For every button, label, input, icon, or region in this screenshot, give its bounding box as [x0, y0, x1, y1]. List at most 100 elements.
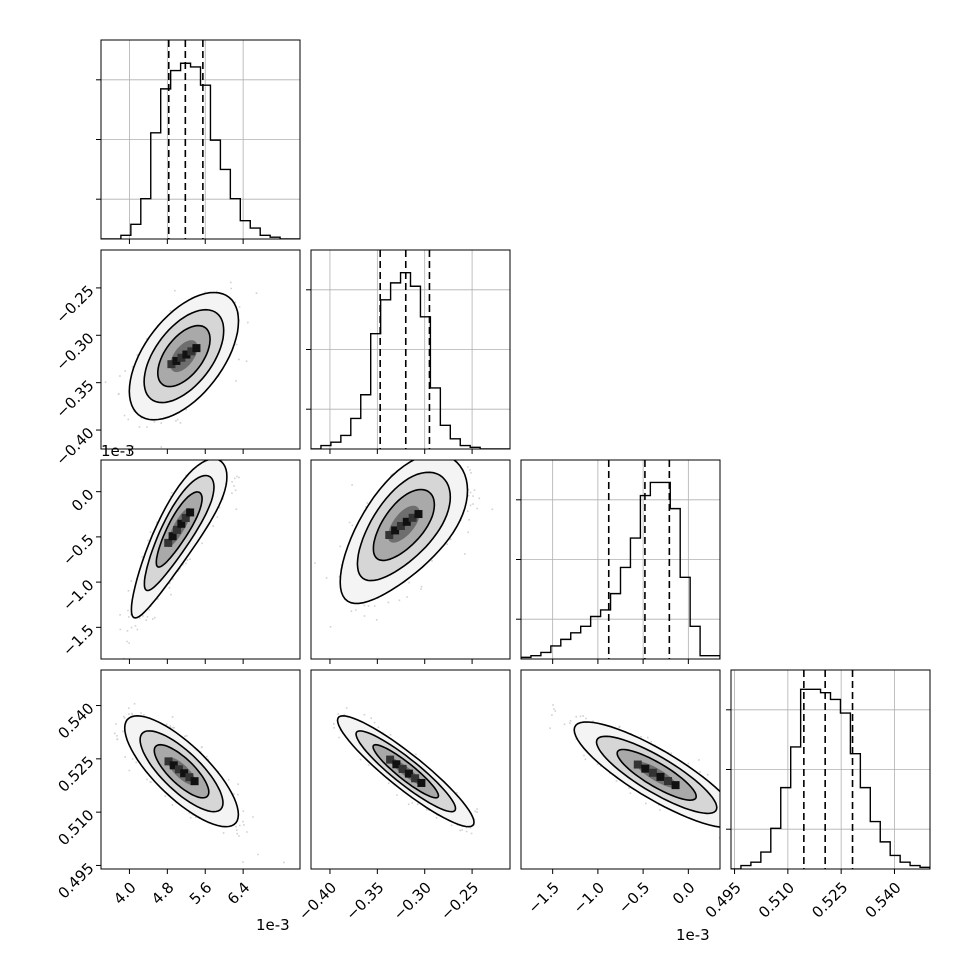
x-tick-label-2: −0.25 [437, 879, 482, 924]
density-frame [100, 459, 301, 660]
x-tick-label-1: 4.8 [148, 879, 178, 909]
x-tick-label-3: −0.5 [615, 879, 653, 917]
y-tick-label-2: −0.30 [52, 329, 97, 374]
density-core [386, 755, 395, 764]
histogram-steps-4 [731, 688, 930, 869]
density-core [167, 360, 176, 369]
density-core [411, 774, 420, 783]
histogram-steps-3 [521, 481, 720, 659]
density-core [391, 526, 400, 535]
density-core [671, 781, 680, 790]
x-tick-label-4: 0.495 [702, 879, 745, 922]
contour-line-1 [130, 460, 228, 619]
density-core [180, 769, 189, 778]
density-core [186, 508, 195, 517]
density-core [385, 531, 394, 540]
x-tick-label-2: −0.40 [295, 879, 340, 924]
x-tick-label-1: 6.4 [224, 879, 254, 909]
x-tick-label-3: −1.5 [524, 879, 562, 917]
density-core [404, 769, 413, 778]
histogram-panel-3 [516, 459, 721, 664]
density-core [177, 519, 186, 528]
y-tick-label-3: −1.5 [59, 621, 97, 659]
contour-line-3 [372, 488, 436, 562]
x-tick-label-3: −1.0 [570, 879, 608, 917]
contour-line-3 [616, 748, 698, 802]
y-offset-label-3: 1e-3 [101, 442, 135, 460]
density-core [633, 760, 642, 769]
density-core [648, 768, 657, 777]
x-tick-label-2: −0.35 [342, 879, 387, 924]
contour-line-3 [153, 743, 210, 799]
contour-line-1 [128, 291, 240, 421]
density-frame [310, 669, 511, 870]
density-frame [100, 249, 301, 450]
density-core [398, 764, 407, 773]
density-core [417, 778, 426, 787]
density-core [182, 350, 191, 359]
contour-line-2 [356, 471, 452, 582]
density-core [177, 353, 186, 362]
density-frame [310, 459, 511, 660]
density-core [181, 513, 190, 522]
y-tick-label-4: 0.510 [54, 806, 97, 849]
x-tick-label-2: −0.30 [390, 879, 435, 924]
x-tick-label-4: 0.525 [808, 879, 851, 922]
density-core [414, 510, 423, 519]
histogram-steps-1 [101, 62, 300, 239]
density-panel-4-2 [310, 669, 511, 874]
contour-line-1 [123, 714, 240, 828]
y-tick-label-3: −1.0 [59, 576, 97, 614]
density-core [402, 517, 411, 526]
density-core [164, 757, 173, 766]
density-core [164, 538, 173, 547]
x-offset-label-1: 1e-3 [256, 916, 290, 934]
y-tick-label-3: −0.5 [59, 531, 97, 569]
density-core [172, 525, 181, 534]
histogram-steps-2 [311, 272, 510, 449]
x-tick-label-1: 4.0 [110, 879, 140, 909]
density-core [192, 344, 201, 353]
y-tick-label-4: 0.540 [54, 699, 97, 742]
density-core [664, 777, 673, 786]
contour-line-1 [339, 460, 469, 605]
histogram-panel-1 [96, 39, 301, 244]
x-tick-label-4: 0.510 [755, 879, 798, 922]
contour-line-3 [156, 324, 211, 388]
contour-line-1 [573, 721, 720, 828]
y-tick-label-3: 0.0 [68, 485, 98, 515]
contour-line-3 [155, 491, 203, 568]
density-core [656, 772, 665, 781]
x-offset-label-3: 1e-3 [676, 926, 710, 944]
density-core [169, 761, 178, 770]
density-core [172, 356, 181, 365]
y-tick-label-2: −0.25 [52, 282, 97, 327]
density-core [168, 532, 177, 541]
x-tick-label-4: 0.540 [862, 879, 905, 922]
x-tick-label-1: 5.6 [186, 879, 216, 909]
density-core [396, 522, 405, 531]
contour-line-3 [372, 743, 440, 799]
density-core [408, 513, 417, 522]
density-core [185, 773, 194, 782]
contour-line-2 [355, 730, 457, 813]
y-tick-label-2: −0.35 [52, 376, 97, 421]
scatter-points [119, 460, 240, 659]
density-core [190, 777, 199, 786]
density-frame [100, 669, 301, 870]
density-panel-3-1 [96, 459, 301, 664]
density-core [174, 765, 183, 774]
contour-line-2 [595, 735, 718, 815]
density-frame [520, 669, 721, 870]
x-tick-label-3: 0.0 [669, 879, 699, 909]
density-panel-3-2 [310, 459, 511, 664]
histogram-panel-2 [306, 249, 511, 454]
y-tick-label-2: −0.40 [52, 424, 97, 469]
contour-line-2 [143, 474, 215, 592]
density-core [641, 764, 650, 773]
density-panel-2-1 [96, 249, 301, 454]
y-tick-label-4: 0.525 [54, 753, 97, 796]
histogram-panel-4 [726, 669, 931, 874]
